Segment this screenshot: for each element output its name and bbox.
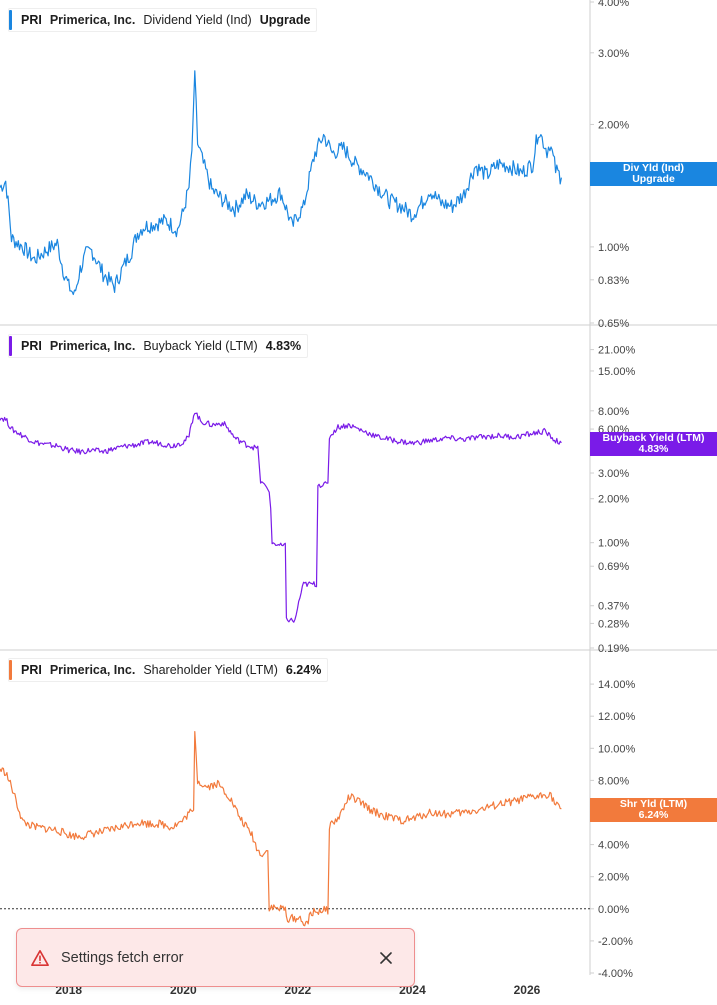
warning-triangle-icon	[31, 949, 49, 966]
series-color-marker	[9, 10, 12, 30]
legend-ticker: PRI	[21, 663, 42, 677]
series-line	[0, 731, 562, 927]
close-icon	[380, 951, 392, 964]
y-tick-label: 0.19%	[598, 643, 629, 655]
y-tick-label: 0.83%	[598, 275, 629, 287]
tag-label: Shr Yld (LTM)	[619, 798, 688, 810]
tag-label: Div Yld (Ind)	[622, 162, 685, 174]
series-line	[0, 70, 562, 296]
tag-value: 4.83%	[638, 443, 669, 455]
y-tick-label: 1.00%	[598, 242, 629, 254]
y-tick-label: 0.00%	[598, 904, 629, 916]
series-color-marker	[9, 660, 12, 680]
y-tick-label: -4.00%	[598, 968, 633, 980]
y-tick-label: 2.00%	[598, 872, 629, 884]
y-tick-label: 8.00%	[598, 406, 629, 418]
current-value-tag-shareholder: Shr Yld (LTM) 6.24%	[590, 798, 717, 822]
error-toast: Settings fetch error	[16, 928, 415, 987]
legend-company: Primerica, Inc.	[49, 663, 136, 677]
y-tick-label: 1.00%	[598, 538, 629, 550]
y-tick-label: -2.00%	[598, 936, 633, 948]
legend-metric: Dividend Yield (Ind)	[143, 13, 252, 27]
y-tick-label: 21.00%	[598, 345, 636, 357]
y-tick-label: 0.28%	[598, 618, 629, 630]
legend-company: Primerica, Inc.	[49, 339, 136, 353]
y-tick-label: 4.00%	[598, 840, 629, 852]
legend-ticker: PRI	[21, 13, 42, 27]
y-tick-label: 14.00%	[598, 679, 636, 691]
y-tick-label: 3.00%	[598, 48, 629, 60]
legend-value: 6.24%	[285, 663, 322, 677]
legend-buyback-yield[interactable]: PRI Primerica, Inc. Buyback Yield (LTM) …	[8, 334, 309, 358]
legend-metric: Shareholder Yield (LTM)	[143, 663, 278, 677]
y-tick-label: 3.00%	[598, 468, 629, 480]
tag-value: Upgrade	[632, 173, 675, 185]
legend-value[interactable]: Upgrade	[259, 13, 311, 27]
legend-value: 4.83%	[265, 339, 302, 353]
y-tick-label: 2.00%	[598, 119, 629, 131]
y-tick-label: 2.00%	[598, 494, 629, 506]
series-line	[0, 412, 562, 623]
legend-company: Primerica, Inc.	[49, 13, 136, 27]
y-tick-label: 0.37%	[598, 601, 629, 613]
legend-metric: Buyback Yield (LTM)	[143, 339, 258, 353]
tag-value: 6.24%	[638, 809, 669, 821]
close-button[interactable]	[370, 942, 402, 974]
tag-label: Buyback Yield (LTM)	[602, 432, 705, 444]
series-color-marker	[9, 336, 12, 356]
current-value-tag-buyback: Buyback Yield (LTM) 4.83%	[590, 432, 717, 456]
y-tick-label: 15.00%	[598, 366, 636, 378]
toast-message: Settings fetch error	[61, 949, 184, 966]
y-tick-label: 4.00%	[598, 0, 629, 9]
legend-dividend-yield[interactable]: PRI Primerica, Inc. Dividend Yield (Ind)…	[8, 8, 318, 32]
y-tick-label: 10.00%	[598, 743, 636, 755]
x-tick-label: 2026	[514, 983, 541, 997]
legend-ticker: PRI	[21, 339, 42, 353]
y-tick-label: 0.69%	[598, 561, 629, 573]
legend-shareholder-yield[interactable]: PRI Primerica, Inc. Shareholder Yield (L…	[8, 658, 329, 682]
y-tick-label: 8.00%	[598, 775, 629, 787]
y-tick-label: 12.00%	[598, 711, 636, 723]
current-value-tag-dividend: Div Yld (Ind) Upgrade	[590, 162, 717, 186]
y-tick-label: 0.65%	[598, 318, 629, 330]
